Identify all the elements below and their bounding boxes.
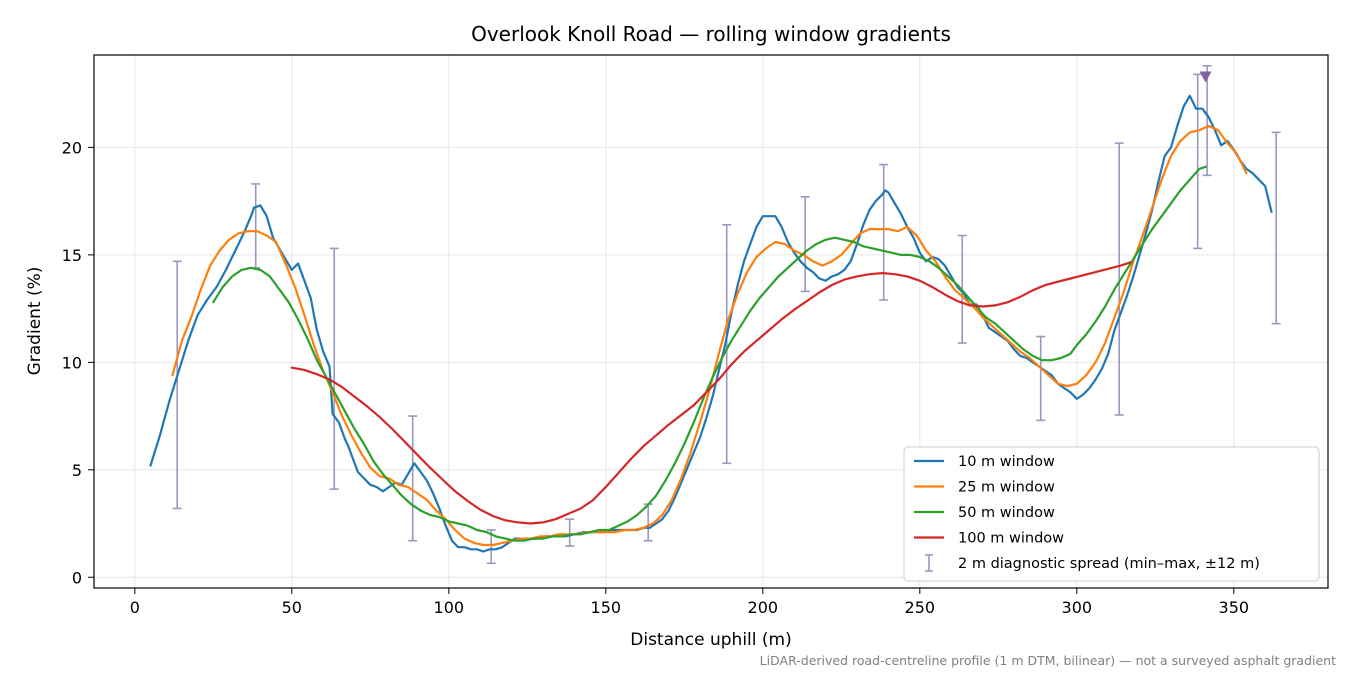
legend: 10 m window 25 m window 50 m window 100 m w… xyxy=(903,446,1320,582)
peak-marker xyxy=(1199,71,1212,83)
y-tick-label-1: 5 xyxy=(72,461,82,480)
spread-bar-8 xyxy=(800,196,810,293)
spread-bar-3 xyxy=(408,415,418,542)
x-tick-label-6: 300 xyxy=(1062,598,1093,617)
y-axis-label: Gradient (%) xyxy=(25,267,45,376)
spread-bar-9 xyxy=(879,163,889,301)
legend-entry-1: 10 m window xyxy=(914,454,1055,470)
y-tick-label-2: 10 xyxy=(62,353,82,372)
legend-entry-2: 25 m window xyxy=(914,480,1055,496)
spread-bar-14 xyxy=(1202,64,1212,177)
legend-label: 2 m diagnostic spread (min–max, ±12 m) xyxy=(958,556,1260,572)
plot-area xyxy=(149,64,1281,565)
footnote: LiDAR-derived road-centreline profile (1… xyxy=(760,653,1336,668)
chart-title: Overlook Knoll Road — rolling window gra… xyxy=(471,22,951,46)
x-tick-label-2: 100 xyxy=(434,598,465,617)
x-tick-label-5: 250 xyxy=(905,598,936,617)
axis-ticks: 0 50 100 150 200 250 300 350 0 5 10 15 20 xyxy=(62,138,1249,617)
series-line-1 xyxy=(149,94,1273,553)
legend-entry-4: 100 m window xyxy=(914,531,1064,547)
y-tick-label-0: 0 xyxy=(72,568,82,587)
y-tick-label-3: 15 xyxy=(62,246,82,265)
legend-swatch xyxy=(925,554,933,572)
legend-box xyxy=(903,446,1320,582)
legend-label: 50 m window xyxy=(958,505,1055,521)
x-tick-label-3: 150 xyxy=(591,598,622,617)
spread-bar-15 xyxy=(1271,131,1281,325)
legend-label: 100 m window xyxy=(958,531,1064,547)
x-tick-label-0: 0 xyxy=(130,598,140,617)
spread-bar-4 xyxy=(486,529,496,565)
spread-bar-7 xyxy=(722,223,732,465)
spread-bar-11 xyxy=(1036,335,1046,422)
legend-label: 25 m window xyxy=(958,480,1055,496)
y-tick-label-4: 20 xyxy=(62,138,82,157)
x-tick-label-4: 200 xyxy=(748,598,779,617)
spread-bar-13 xyxy=(1193,73,1203,250)
series-line-4 xyxy=(290,261,1132,525)
plot-frame xyxy=(93,54,1329,589)
legend-entry-5: 2 m diagnostic spread (min–max, ±12 m) xyxy=(925,554,1260,572)
legend-entry-3: 50 m window xyxy=(914,505,1055,521)
spread-bar-5 xyxy=(565,518,575,547)
spread-bar-12 xyxy=(1114,142,1124,416)
spread-bar-0 xyxy=(172,260,182,510)
x-axis-label: Distance uphill (m) xyxy=(630,630,791,650)
spread-bar-2 xyxy=(329,247,339,490)
legend-label: 10 m window xyxy=(958,454,1055,470)
series-line-3 xyxy=(212,165,1207,542)
x-tick-label-7: 350 xyxy=(1219,598,1250,617)
x-tick-label-1: 50 xyxy=(282,598,302,617)
